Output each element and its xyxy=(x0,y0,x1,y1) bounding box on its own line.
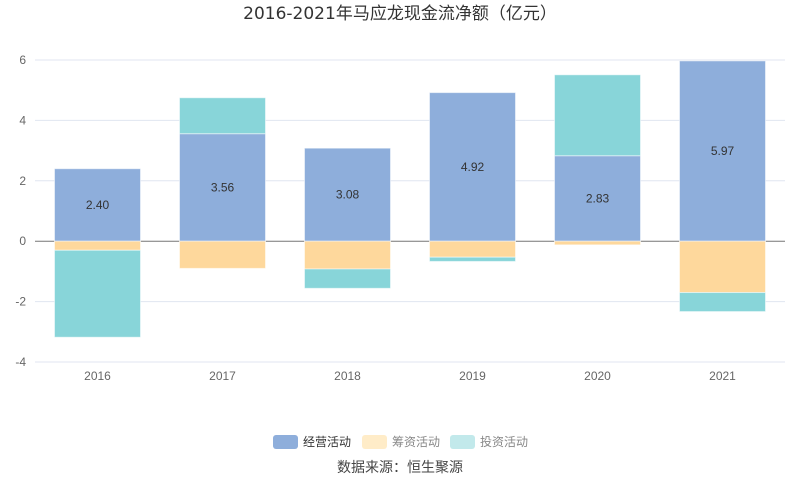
bar-2020-series-2 xyxy=(554,74,641,157)
bar-2019-series-2 xyxy=(429,256,516,262)
legend-swatch-1 xyxy=(362,435,387,449)
bar-2021-series-1 xyxy=(679,240,766,294)
y-tick-label: -4 xyxy=(15,355,26,369)
x-tick-label: 2021 xyxy=(709,369,736,383)
bar-2021-series-0 xyxy=(679,60,766,242)
x-tick-label: 2018 xyxy=(334,369,361,383)
legend-label-0[interactable]: 经营活动 xyxy=(303,435,351,449)
data-source: 数据来源：恒生聚源 xyxy=(337,460,463,476)
x-tick-label: 2017 xyxy=(209,369,236,383)
x-tick-label: 2019 xyxy=(459,369,486,383)
chart-title: 2016-2021年马应龙现金流净额（亿元） xyxy=(243,4,557,24)
bar-2019-series-0 xyxy=(429,92,516,242)
bar-2016-series-1 xyxy=(54,240,141,251)
y-tick-label: 2 xyxy=(19,174,26,188)
bar-2019-series-1 xyxy=(429,240,516,258)
bar-2018-series-1 xyxy=(304,240,391,270)
data-label-2016: 2.40 xyxy=(86,198,110,212)
data-label-2017: 3.56 xyxy=(211,180,235,194)
y-tick-label: 4 xyxy=(19,113,26,127)
x-tick-label: 2020 xyxy=(584,369,611,383)
legend-label-2[interactable]: 投资活动 xyxy=(480,434,528,449)
bar-2017-series-1 xyxy=(179,240,266,269)
bar-2017-series-2 xyxy=(179,97,266,135)
y-tick-label: 6 xyxy=(19,53,26,67)
data-label-2019: 4.92 xyxy=(461,160,485,174)
legend-swatch-0 xyxy=(273,435,298,449)
bar-2020-series-1 xyxy=(554,240,641,246)
data-label-2021: 5.97 xyxy=(711,144,735,158)
y-tick-label: -2 xyxy=(15,295,26,309)
x-tick-label: 2016 xyxy=(84,369,111,383)
data-label-2018: 3.08 xyxy=(336,188,360,202)
legend-swatch-2 xyxy=(450,435,475,449)
legend-label-1[interactable]: 筹资活动 xyxy=(392,435,440,449)
bar-2021-series-2 xyxy=(679,292,766,313)
bar-2018-series-0 xyxy=(304,147,391,242)
data-label-2020: 2.83 xyxy=(586,191,610,205)
y-tick-label: 0 xyxy=(19,234,26,248)
bar-2017-series-0 xyxy=(179,133,266,242)
bar-2016-series-2 xyxy=(54,249,141,338)
bar-2020-series-0 xyxy=(554,155,641,242)
bar-2018-series-2 xyxy=(304,268,391,289)
